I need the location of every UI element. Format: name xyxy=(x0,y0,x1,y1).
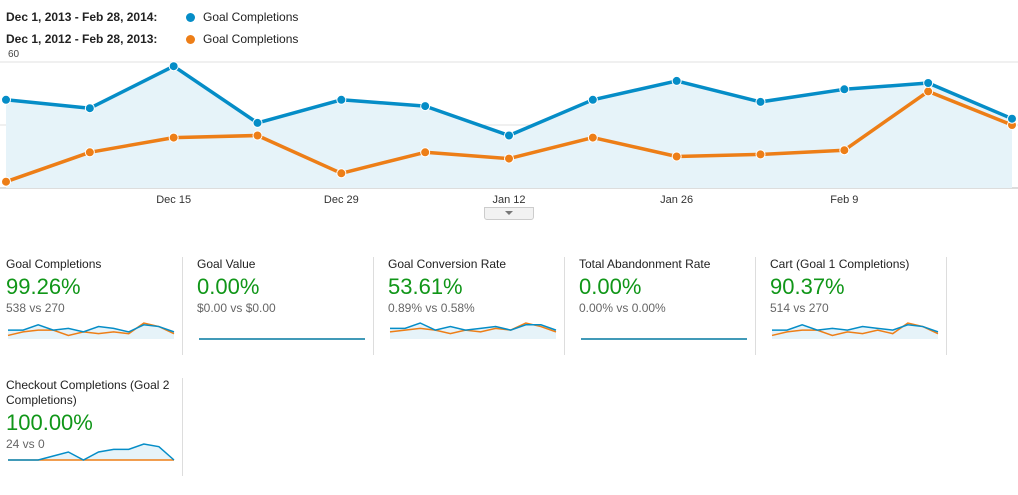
x-tick-label: Feb 9 xyxy=(830,194,858,206)
scorecard-comparison: 538 vs 270 xyxy=(6,301,65,315)
scorecard-sparkline xyxy=(199,338,365,340)
scorecard-sparkline xyxy=(581,338,747,340)
scorecard-comparison: 0.00% vs 0.00% xyxy=(579,301,666,315)
point-current xyxy=(420,101,431,112)
sparkline-current xyxy=(772,323,939,333)
x-tick-label: Dec 15 xyxy=(156,194,191,206)
point-previous xyxy=(923,86,934,97)
scorecard-sparkline xyxy=(771,322,939,339)
legend-series-label: Goal Completions xyxy=(203,10,299,24)
chart-collapse-toggle[interactable] xyxy=(484,207,534,220)
scorecard-comparison: 514 vs 270 xyxy=(770,301,829,315)
scorecard-value: 0.00% xyxy=(197,274,260,299)
scorecard-label: Goal Completions xyxy=(6,257,102,271)
scorecard-label: Goal Value xyxy=(197,257,256,271)
point-current xyxy=(1,94,11,105)
point-previous xyxy=(671,151,682,162)
point-previous xyxy=(336,168,347,179)
point-previous xyxy=(504,153,514,164)
sparkline-previous xyxy=(771,322,939,337)
scorecard-label: Goal Conversion Rate xyxy=(388,257,507,271)
point-current xyxy=(755,96,766,107)
scorecard-value: 100.00% xyxy=(6,410,93,435)
scorecard[interactable]: Goal Value 0.00% $0.00 vs $0.00 xyxy=(197,257,374,355)
legend-row-current: Dec 1, 2013 - Feb 28, 2014: Goal Complet… xyxy=(6,6,298,28)
point-previous xyxy=(420,147,431,158)
scorecard-value: 99.26% xyxy=(6,274,81,299)
scorecard-value: 90.37% xyxy=(770,274,845,299)
sparkline-current xyxy=(8,443,175,461)
scorecard[interactable]: Goal Completions 99.26% 538 vs 270 xyxy=(6,257,183,355)
scorecard-sparkline xyxy=(389,322,557,339)
scorecard-sparkline xyxy=(7,322,175,339)
sparkline-previous xyxy=(389,322,557,335)
scorecard-comparison: 24 vs 0 xyxy=(6,437,45,451)
scorecard-comparison: $0.00 vs $0.00 xyxy=(197,301,276,315)
legend-range-previous: Dec 1, 2012 - Feb 28, 2013: xyxy=(6,32,158,46)
scorecard[interactable]: Checkout Completions (Goal 2 Completions… xyxy=(6,378,183,476)
scorecard[interactable]: Cart (Goal 1 Completions) 90.37% 514 vs 27… xyxy=(770,257,947,355)
area-current-series xyxy=(6,66,1012,188)
scorecard-value: 0.00% xyxy=(579,274,642,299)
point-previous xyxy=(1,176,11,187)
sparkline-area xyxy=(8,444,174,460)
sparkline-area xyxy=(8,324,174,339)
point-previous xyxy=(168,132,179,143)
x-tick-label: Jan 12 xyxy=(492,194,525,206)
point-current xyxy=(671,75,682,86)
scorecard-label: Cart (Goal 1 Completions) xyxy=(770,257,910,271)
scorecard-comparison: 0.89% vs 0.58% xyxy=(388,301,475,315)
point-previous xyxy=(252,130,263,141)
x-tick-label: Dec 29 xyxy=(324,194,359,206)
legend-range-current: Dec 1, 2013 - Feb 28, 2014: xyxy=(6,10,158,24)
scorecard-label: Total Abandonment Rate xyxy=(579,257,711,271)
point-previous xyxy=(587,132,598,143)
legend-dot-blue-icon xyxy=(186,12,195,22)
point-previous xyxy=(84,147,95,158)
scorecard[interactable]: Total Abandonment Rate 0.00% 0.00% vs 0.00… xyxy=(579,257,756,355)
point-current xyxy=(84,103,95,114)
point-previous xyxy=(755,149,766,160)
point-previous xyxy=(839,145,850,156)
point-current xyxy=(839,84,850,95)
point-current xyxy=(168,61,179,72)
point-current xyxy=(504,130,514,141)
legend-series-previous[interactable]: Goal Completions xyxy=(186,32,298,46)
point-current xyxy=(923,78,934,88)
point-current xyxy=(252,117,263,128)
scorecard-label: Checkout Completions (Goal 2 Completions… xyxy=(6,378,170,407)
y-tick-label: 60 xyxy=(8,50,20,60)
point-current xyxy=(587,94,598,105)
sparkline-area xyxy=(772,324,938,339)
sparkline-previous xyxy=(7,322,175,337)
legend-series-current[interactable]: Goal Completions xyxy=(186,10,298,24)
scorecard-value: 53.61% xyxy=(388,274,463,299)
sparkline-current xyxy=(390,322,557,331)
legend-series-label: Goal Completions xyxy=(203,32,299,46)
chart-legend: Dec 1, 2013 - Feb 28, 2014: Goal Complet… xyxy=(6,6,298,50)
legend-row-previous: Dec 1, 2012 - Feb 28, 2013: Goal Complet… xyxy=(6,28,298,50)
x-tick-label: Jan 26 xyxy=(660,194,693,206)
legend-dot-orange-icon xyxy=(186,34,195,44)
scorecard-sparkline xyxy=(8,443,175,461)
scorecard[interactable]: Goal Conversion Rate 53.61% 0.89% vs 0.58% xyxy=(388,257,565,355)
point-current xyxy=(336,94,347,105)
sparkline-current xyxy=(8,323,175,333)
point-current xyxy=(1007,113,1017,124)
